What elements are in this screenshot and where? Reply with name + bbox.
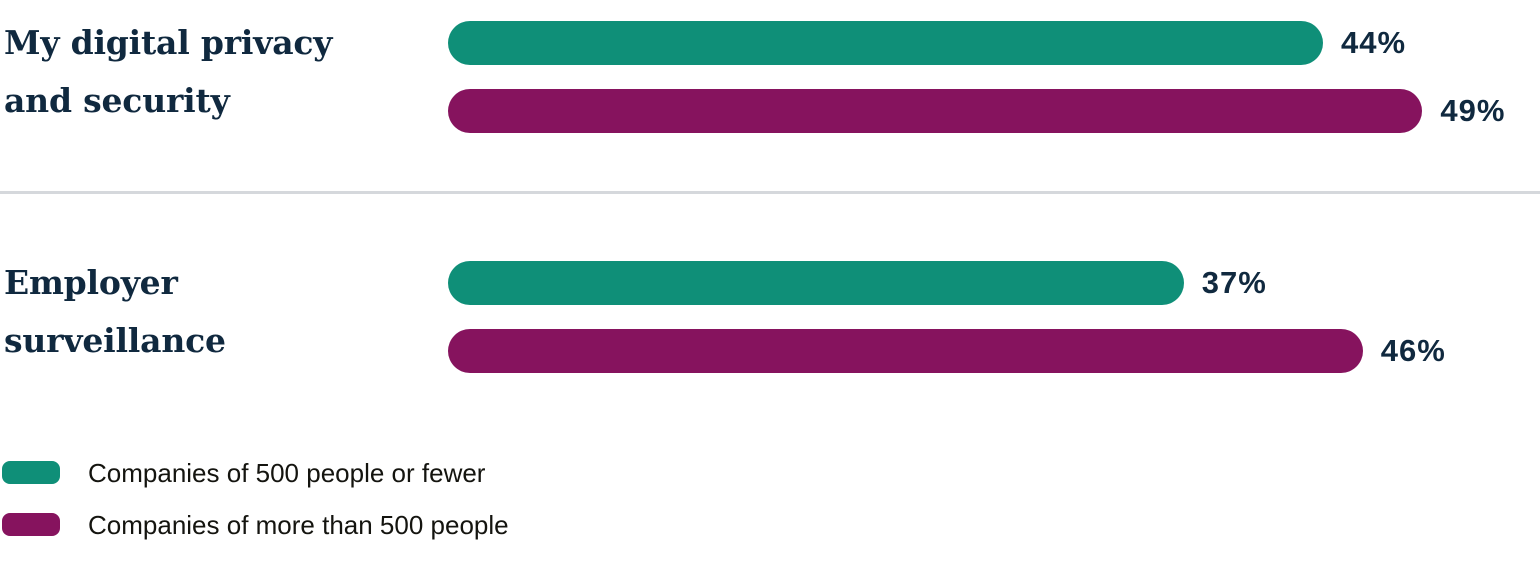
legend-swatch-icon bbox=[2, 513, 60, 536]
bar-large-companies bbox=[448, 89, 1423, 133]
bar-chart: My digital privacy and security 44% 49% … bbox=[0, 0, 1540, 400]
bar-value-label: 46% bbox=[1380, 333, 1446, 368]
bar-large-companies bbox=[448, 329, 1363, 373]
bar-value-label: 37% bbox=[1201, 265, 1267, 300]
group-divider bbox=[0, 191, 1540, 194]
bar-value-label: 49% bbox=[1440, 93, 1506, 128]
bar-value-label: 44% bbox=[1340, 25, 1407, 60]
bar-small-companies bbox=[448, 21, 1323, 65]
legend-swatch-icon bbox=[2, 461, 60, 484]
legend-item-label: Companies of more than 500 people bbox=[88, 510, 509, 540]
chart-group-my-digital-privacy-and-security: My digital privacy and security 44% 49% bbox=[0, 0, 1540, 192]
category-label: Employer surveillance bbox=[4, 263, 226, 360]
category-label: My digital privacy and security bbox=[4, 23, 333, 120]
bar-small-companies bbox=[448, 261, 1184, 305]
chart-group-employer-surveillance: Employer surveillance 37% 46% bbox=[0, 240, 1540, 400]
legend-item-label: Companies of 500 people or fewer bbox=[88, 458, 486, 488]
